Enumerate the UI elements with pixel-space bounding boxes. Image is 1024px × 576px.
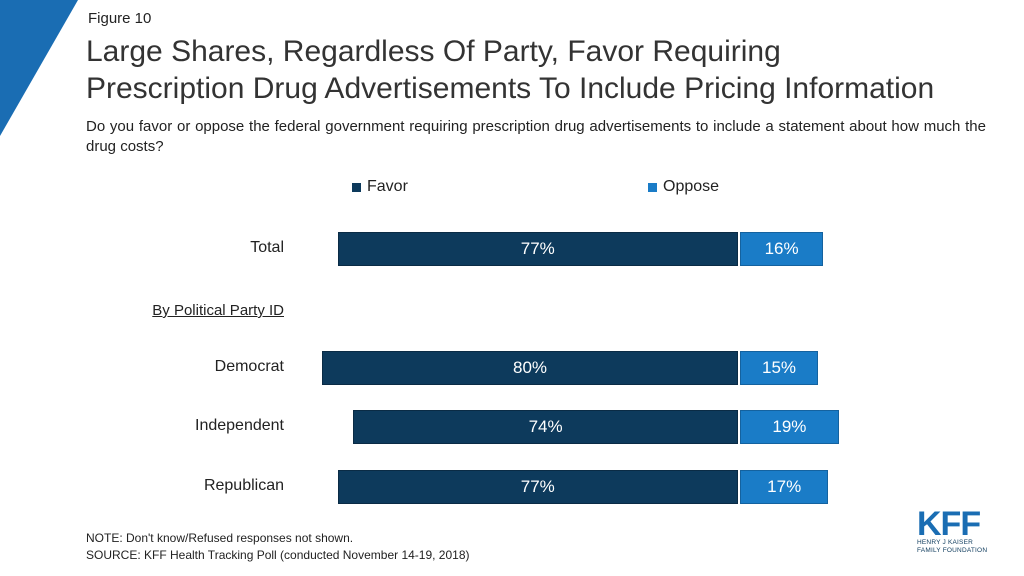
- category-label-independent: Independent: [195, 417, 284, 434]
- kff-logo: KFF HENRY J KAISER FAMILY FOUNDATION: [917, 505, 993, 555]
- category-label-republican: Republican: [203, 477, 284, 494]
- data-label-oppose-total: 16%: [764, 239, 799, 258]
- footer-source: SOURCE: KFF Health Tracking Poll (conduc…: [86, 548, 470, 562]
- bar-favor-independent: 74%: [353, 410, 738, 444]
- footer-note: NOTE: Don't know/Refused responses not s…: [86, 531, 354, 545]
- kff-logo-wordmark: KFF: [917, 505, 981, 543]
- data-label-favor-independent: 74%: [528, 417, 563, 436]
- chart-title: Large Shares, Regardless Of Party, Favor…: [86, 33, 1006, 107]
- legend-favor: Favor: [352, 178, 408, 196]
- bar-favor-total: 77%: [337, 232, 738, 266]
- chart-title-line1: Large Shares, Regardless Of Party, Favor…: [86, 35, 781, 68]
- bar-oppose-republican: 17%: [740, 470, 829, 504]
- kff-logo-line1: HENRY J KAISER: [917, 539, 974, 546]
- data-label-favor-democrat: 80%: [512, 358, 548, 377]
- data-label-oppose-democrat: 15%: [761, 358, 797, 377]
- legend-favor-swatch: [352, 182, 361, 192]
- bar-oppose-democrat: 15%: [740, 351, 818, 385]
- legend-oppose: Oppose: [648, 178, 719, 196]
- corner-accent-shape: [0, 0, 78, 136]
- bar-oppose-independent: 19%: [740, 410, 839, 444]
- data-label-favor-total: 77%: [520, 239, 555, 258]
- data-label-oppose-independent: 19%: [772, 417, 807, 436]
- bar-oppose-total: 16%: [740, 232, 824, 266]
- data-label-oppose-republican: 17%: [767, 477, 802, 496]
- bar-favor-republican: 77%: [337, 470, 738, 504]
- legend-oppose-label: Oppose: [663, 178, 720, 195]
- chart-title-line2: Prescription Drug Advertisements To Incl…: [86, 72, 935, 105]
- category-label-total: Total: [250, 239, 284, 256]
- legend-oppose-swatch: [648, 182, 657, 192]
- category-label-democrat: Democrat: [214, 358, 284, 375]
- group-header-party: By Political Party ID: [152, 302, 284, 319]
- legend-favor-label: Favor: [367, 178, 408, 195]
- data-label-favor-republican: 77%: [520, 477, 555, 496]
- bar-favor-democrat: 80%: [322, 351, 738, 385]
- chart-subtitle: Do you favor or oppose the federal gover…: [86, 118, 986, 155]
- kff-logo-line2: FAMILY FOUNDATION: [917, 547, 988, 554]
- figure-label: Figure 10: [88, 10, 152, 27]
